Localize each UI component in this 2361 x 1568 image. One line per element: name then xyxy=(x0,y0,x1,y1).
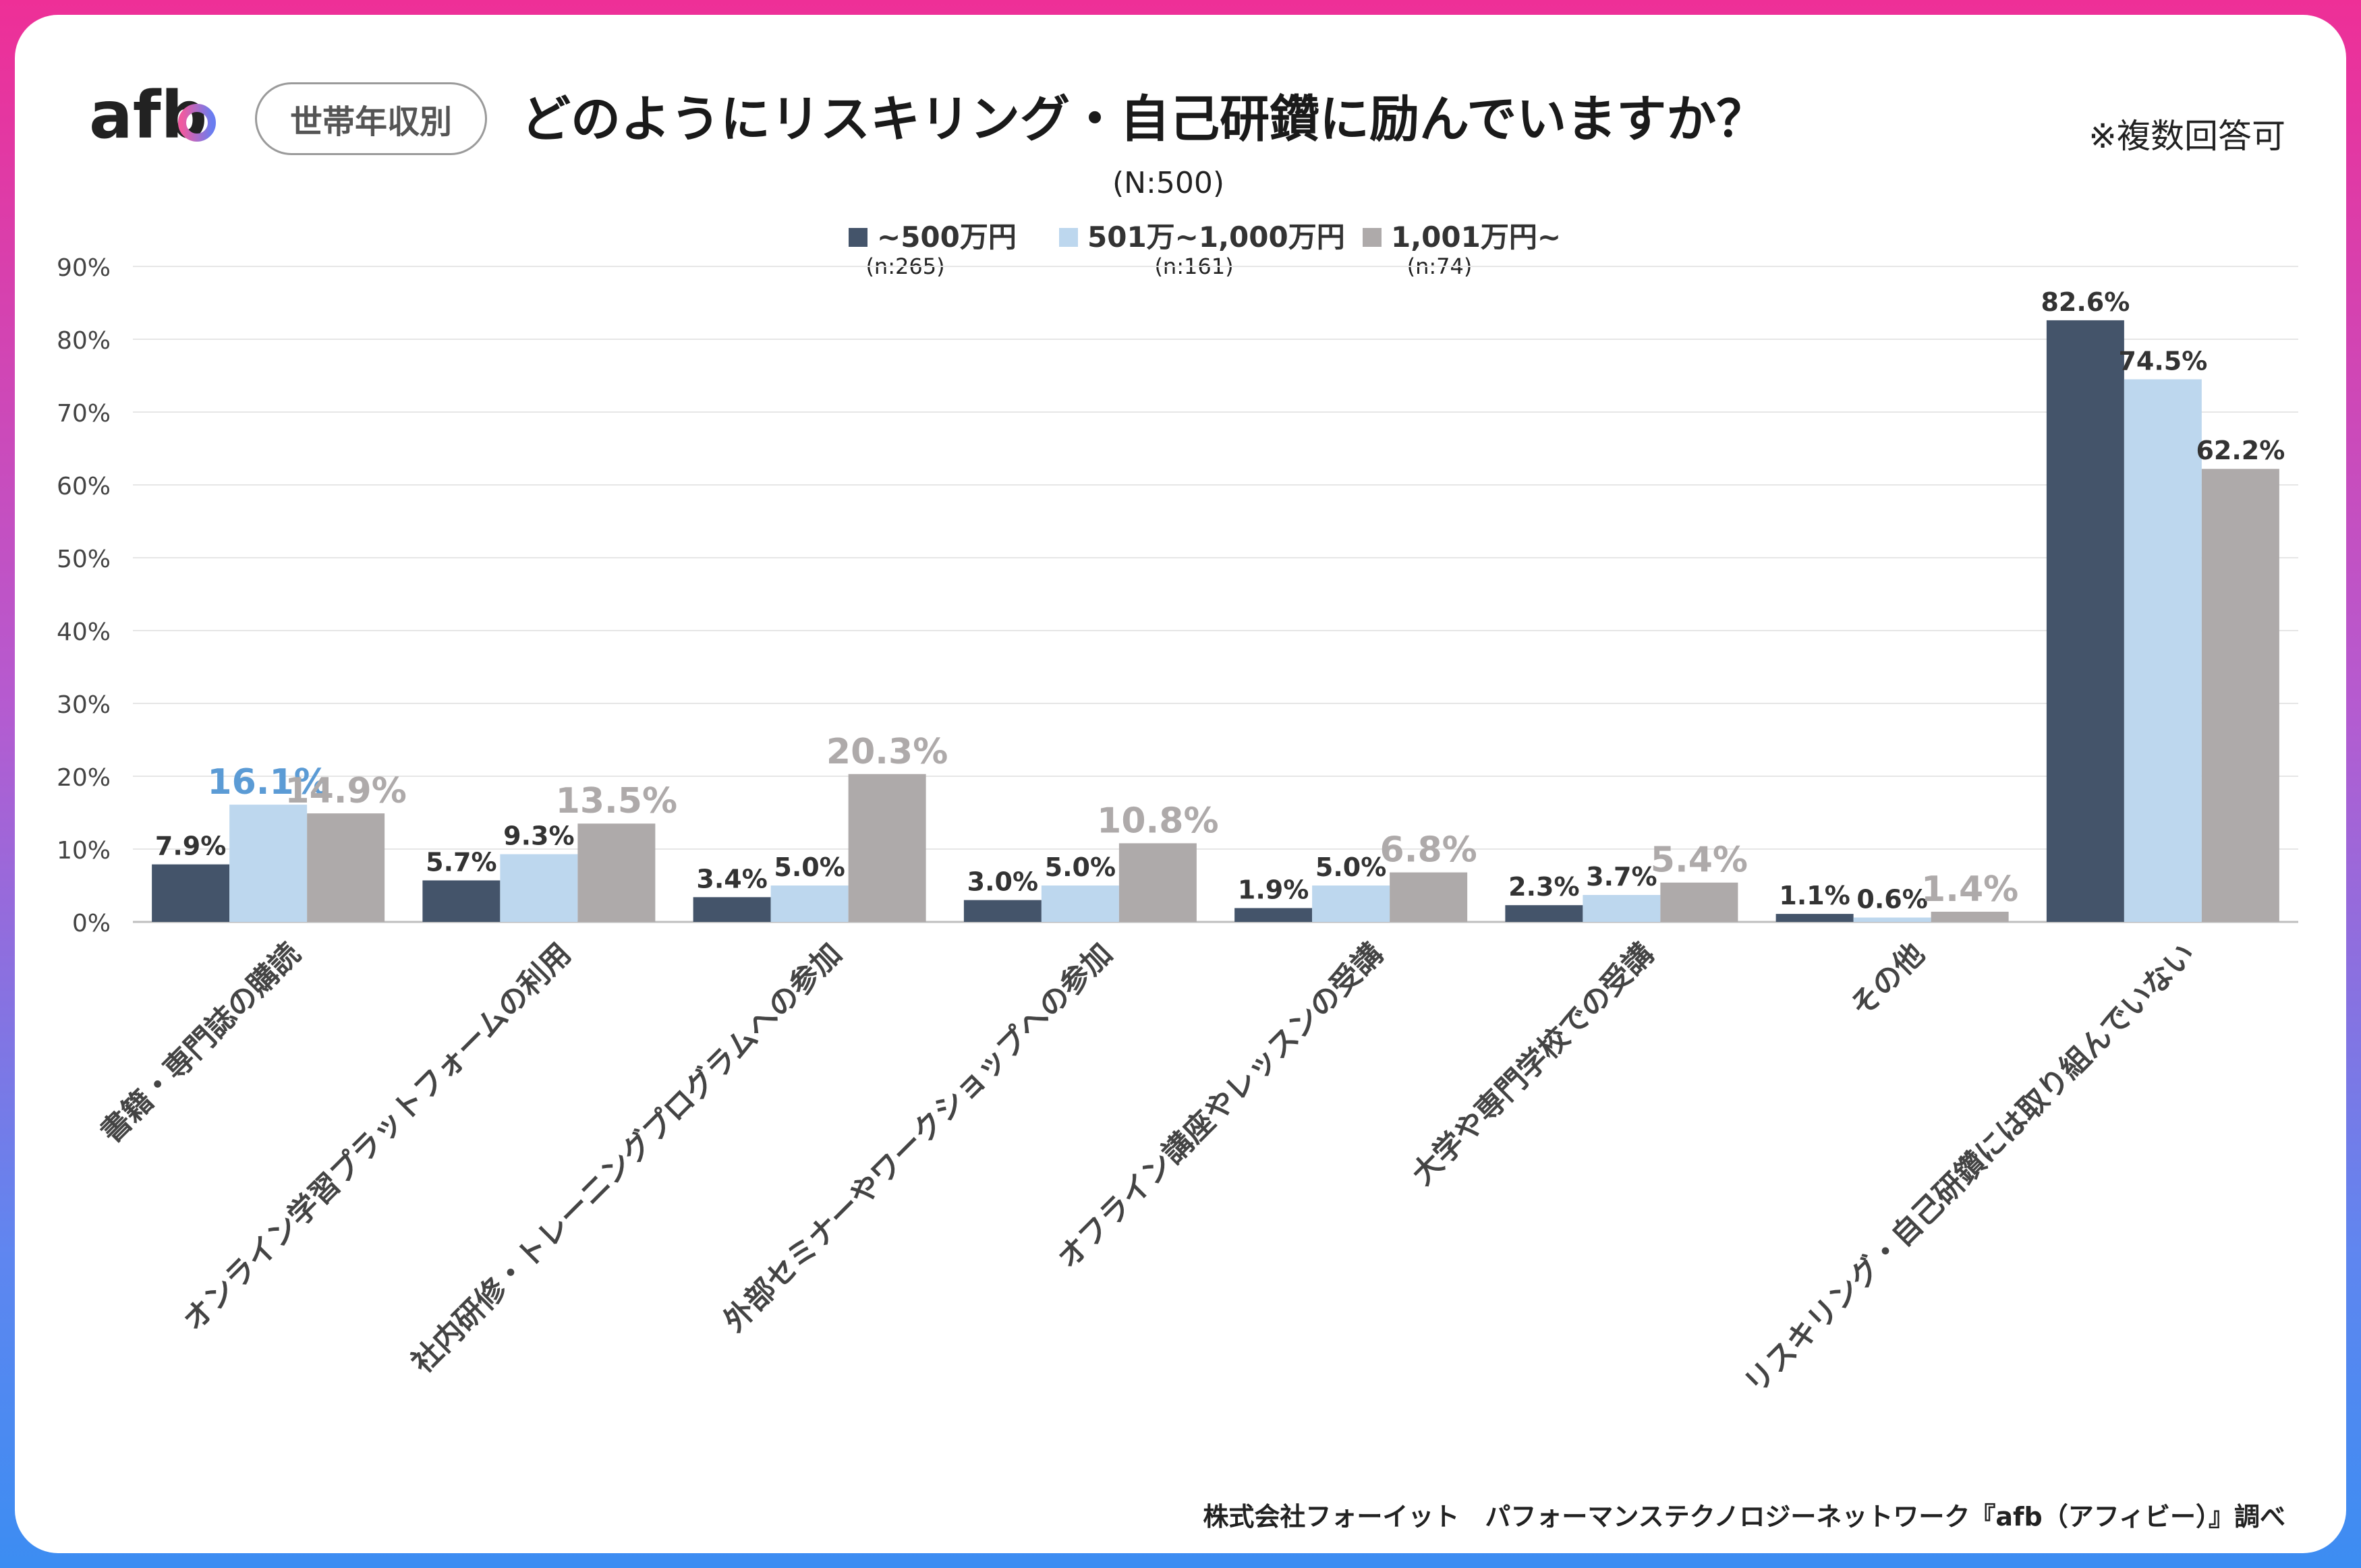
bar xyxy=(307,813,385,922)
y-tick-label: 50% xyxy=(57,546,111,573)
y-tick-label: 10% xyxy=(57,837,111,865)
bar-value-label: 14.9% xyxy=(285,771,406,811)
bar xyxy=(2124,379,2202,922)
bar xyxy=(963,900,1042,922)
bar-value-label: 10.8% xyxy=(1097,801,1218,841)
bar-value-label: 16.1% xyxy=(207,762,329,803)
bar xyxy=(1234,908,1313,922)
x-category-label: 社内研修・トレーニングプログラムへの参加 xyxy=(405,937,849,1380)
bar xyxy=(770,885,849,922)
legend-swatch-series-3 xyxy=(1363,228,1382,247)
bar-value-label: 20.3% xyxy=(826,732,948,772)
sample-size: (N:500) xyxy=(1112,166,1225,200)
bar-value-label: 5.0% xyxy=(1315,852,1386,882)
bar-value-label: 5.0% xyxy=(774,852,845,882)
category-pill: 世帯年収別 xyxy=(255,82,487,155)
y-tick-label: 70% xyxy=(57,400,111,428)
y-tick-label: 40% xyxy=(57,618,111,646)
bar-chart: 0% 10% 20% 30% 40% 50% 60% 70% 80% 90% 7.9% 16.1%14… xyxy=(57,254,2298,1401)
bar-value-label: 2.3% xyxy=(1508,872,1579,902)
bar xyxy=(1312,885,1390,922)
bar xyxy=(1775,914,1854,922)
y-tick-label: 90% xyxy=(57,254,111,282)
bar xyxy=(1041,885,1119,922)
bar xyxy=(1390,872,1468,922)
bar-value-label: 3.7% xyxy=(1586,862,1657,892)
bar-value-label: 13.5% xyxy=(556,781,677,821)
multiple-answer-note: ※複数回答可 xyxy=(2088,117,2285,156)
bar-value-label: 6.8% xyxy=(1380,830,1477,871)
bar-value-label: 3.0% xyxy=(967,867,1038,897)
x-category-label: 大学や専門学校での受講 xyxy=(1405,937,1660,1192)
bar xyxy=(2046,320,2124,922)
bar xyxy=(422,880,501,922)
bar-value-label: 7.9% xyxy=(155,832,226,861)
legend-label-series-1: ~500万円 xyxy=(877,221,1017,254)
legend-label-series-2: 501万~1,000万円 xyxy=(1087,221,1345,254)
bar xyxy=(848,774,926,922)
y-tick-label: 20% xyxy=(57,764,111,792)
y-tick-label: 0% xyxy=(72,910,111,937)
bar xyxy=(229,805,308,922)
bar-value-label: 82.6% xyxy=(2041,287,2130,317)
y-tick-label: 30% xyxy=(57,691,111,719)
bar-value-label: 1.1% xyxy=(1779,881,1850,910)
bar-value-label: 1.9% xyxy=(1238,875,1309,904)
bar xyxy=(1583,895,1661,922)
bar-value-label: 5.0% xyxy=(1045,852,1116,882)
bar xyxy=(152,864,230,922)
chart-card: afb 世帯年収別 どのようにリスキリング・自己研鑽に励んでいますか？ ※複数回… xyxy=(15,15,2346,1553)
bar-value-label: 62.2% xyxy=(2196,436,2285,465)
bar-value-label: 5.7% xyxy=(426,847,496,877)
legend-swatch-series-1 xyxy=(849,228,867,247)
x-category-label: その他 xyxy=(1844,937,1931,1024)
legend-label-series-3: 1,001万円~ xyxy=(1391,221,1562,254)
bar-value-label: 9.3% xyxy=(503,821,574,851)
bar-value-label: 74.5% xyxy=(2118,346,2207,376)
y-tick-label: 80% xyxy=(57,327,111,355)
bar xyxy=(1118,843,1197,922)
bar xyxy=(1505,905,1583,922)
bar xyxy=(1931,911,2009,922)
x-category-label: オフライン講座やレッスンの受講 xyxy=(1051,937,1390,1276)
afb-logo: afb xyxy=(89,78,216,153)
bar xyxy=(1853,917,1931,922)
x-category-label: 書籍・専門誌の購読 xyxy=(94,937,307,1150)
x-category-label: リスキリング・自己研鑽には取り組んでいない xyxy=(1738,937,2202,1401)
source-footer: 株式会社フォーイット パフォーマンステクノロジーネットワーク『afb（アフィビー… xyxy=(1203,1502,2285,1532)
bar xyxy=(500,854,578,922)
chart-title: どのようにリスキリング・自己研鑽に励んでいますか？ xyxy=(521,90,1767,148)
bar-value-label: 5.4% xyxy=(1651,840,1748,881)
bar-value-label: 3.4% xyxy=(696,864,767,894)
bar-value-label: 0.6% xyxy=(1856,885,1927,914)
legend-swatch-series-2 xyxy=(1059,228,1078,247)
bar xyxy=(2201,469,2279,922)
bar xyxy=(577,823,656,922)
bar xyxy=(693,897,771,922)
bar-value-label: 1.4% xyxy=(1921,869,2018,910)
bar xyxy=(1660,882,1738,922)
y-tick-label: 60% xyxy=(57,473,111,500)
